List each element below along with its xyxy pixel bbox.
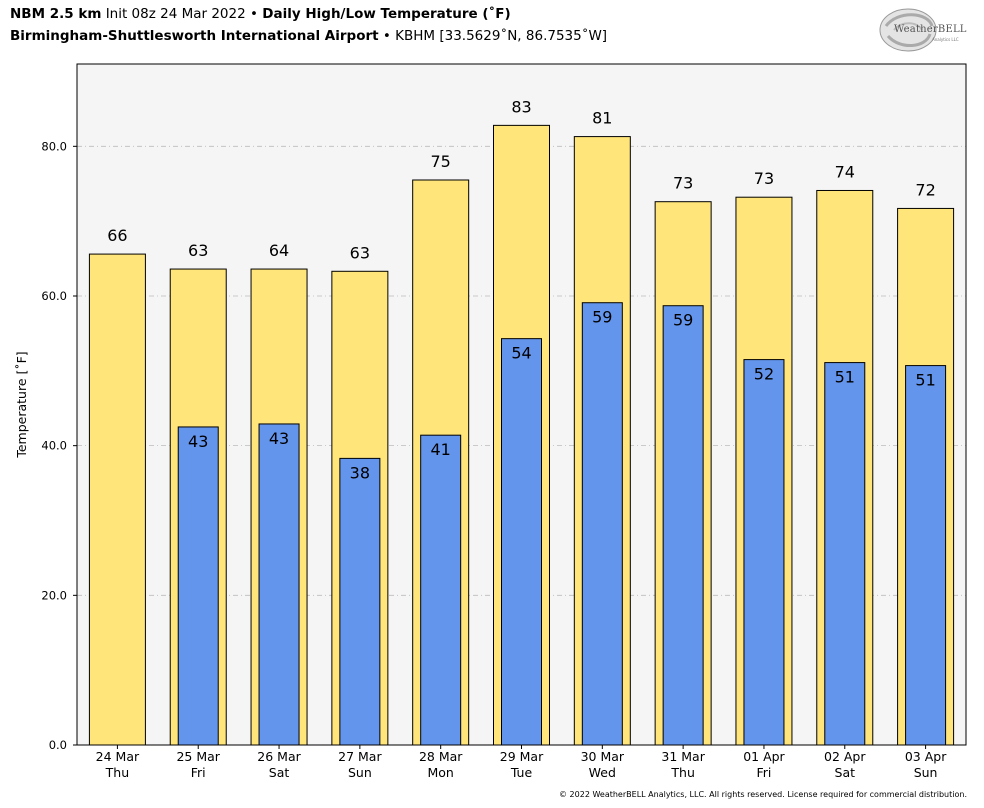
high-value-label: 73 [754, 169, 774, 188]
y-axis-label: Temperature [˚F] [14, 351, 29, 458]
high-value-label: 66 [107, 226, 127, 245]
high-value-label: 83 [511, 97, 531, 116]
low-value-label: 43 [188, 432, 208, 451]
low-value-label: 52 [754, 365, 774, 384]
x-tick-label-weekday: Fri [757, 765, 772, 780]
y-tick-label: 80.0 [41, 139, 67, 153]
x-tick-label-weekday: Wed [589, 765, 616, 780]
high-value-label: 72 [915, 180, 935, 199]
logo-text: WeatherBELL [894, 24, 967, 35]
station-name: Birmingham-Shuttlesworth International A… [10, 28, 379, 44]
high-value-label: 64 [269, 241, 289, 260]
low-value-label: 51 [835, 368, 855, 387]
high-value-label: 74 [835, 162, 855, 181]
low-bar [501, 338, 542, 746]
low-value-label: 59 [592, 308, 612, 327]
logo-swirl-icon [879, 8, 937, 52]
low-bar [420, 434, 462, 746]
chart-title-line: NBM 2.5 km Init 08z 24 Mar 2022 • Daily … [10, 6, 511, 22]
init-time: Init 08z 24 Mar 2022 [105, 6, 246, 22]
low-bar [905, 365, 947, 746]
weatherbell-logo: WeatherBELL Analytics LLC [878, 6, 970, 54]
x-tick-label-weekday: Thu [105, 765, 129, 780]
y-tick-label: 20.0 [41, 588, 67, 602]
x-tick-label-date: 03 Apr [905, 749, 947, 764]
x-tick-label-date: 24 Mar [96, 749, 140, 764]
low-value-label: 41 [431, 440, 451, 459]
high-bar [88, 253, 146, 746]
bullet-2: • [382, 28, 391, 44]
y-tick-label: 60.0 [41, 289, 67, 303]
x-tick-label-date: 02 Apr [824, 749, 866, 764]
x-tick-label-weekday: Sun [348, 765, 372, 780]
bullet-1: • [250, 6, 258, 22]
low-bar [339, 457, 381, 746]
x-tick-label-date: 28 Mar [419, 749, 463, 764]
x-tick-label-date: 26 Mar [257, 749, 301, 764]
x-tick-label-date: 30 Mar [581, 749, 625, 764]
station-line: Birmingham-Shuttlesworth International A… [10, 28, 607, 44]
product-name: Daily High/Low Temperature (˚F) [262, 6, 511, 22]
high-value-label: 73 [673, 174, 693, 193]
copyright-footer: © 2022 WeatherBELL Analytics, LLC. All r… [559, 790, 967, 799]
x-tick-label-weekday: Mon [428, 765, 454, 780]
x-tick-label-weekday: Sat [269, 765, 290, 780]
high-value-label: 63 [350, 243, 370, 262]
low-bar [662, 305, 704, 746]
low-bar [258, 423, 300, 746]
x-tick-label-date: 31 Mar [661, 749, 705, 764]
high-value-label: 75 [431, 152, 451, 171]
low-value-label: 51 [915, 371, 935, 390]
x-tick-label-weekday: Thu [670, 765, 694, 780]
station-info: KBHM [33.5629˚N, 86.7535˚W] [395, 28, 608, 44]
low-value-label: 38 [350, 463, 370, 482]
x-tick-label-weekday: Sun [914, 765, 938, 780]
x-tick-label-date: 29 Mar [500, 749, 544, 764]
logo-subtext: Analytics LLC [932, 37, 959, 42]
low-bar [581, 302, 623, 746]
low-bar [743, 359, 785, 746]
low-value-label: 54 [511, 344, 531, 363]
y-tick-label: 0.0 [49, 738, 67, 752]
x-tick-label-weekday: Fri [191, 765, 206, 780]
high-value-label: 63 [188, 241, 208, 260]
x-tick-label-date: 25 Mar [176, 749, 220, 764]
x-tick-label-date: 01 Apr [743, 749, 785, 764]
low-value-label: 59 [673, 311, 693, 330]
low-bar [177, 426, 219, 746]
x-tick-label-date: 27 Mar [338, 749, 382, 764]
low-value-label: 43 [269, 429, 289, 448]
model-name: NBM 2.5 km [10, 6, 102, 22]
low-bar [824, 362, 866, 746]
x-tick-label-weekday: Sat [835, 765, 856, 780]
y-tick-label: 40.0 [41, 439, 67, 453]
x-tick-label-weekday: Tue [510, 765, 533, 780]
high-value-label: 81 [592, 109, 612, 128]
